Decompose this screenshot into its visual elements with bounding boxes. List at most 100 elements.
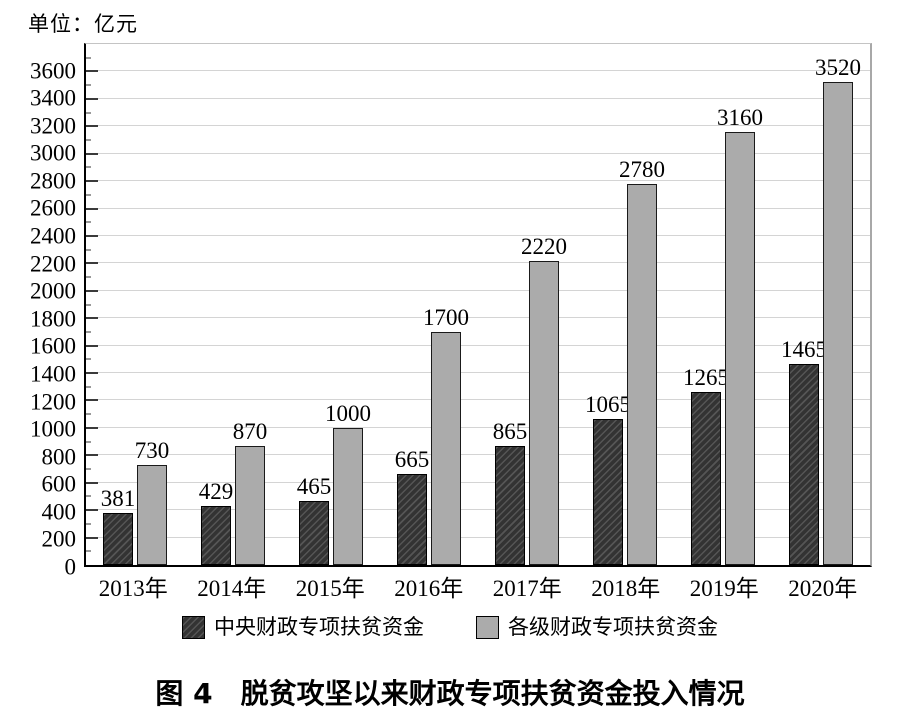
y-tick-minor [86,550,91,553]
bar-wrap: 665 [395,448,429,565]
gridline [86,426,870,428]
legend-swatch-gray-icon [476,616,499,639]
gridline [86,372,870,374]
legend-swatch-dark-hatched-icon [182,616,205,639]
unit-label: 单位：亿元 [28,12,138,36]
y-tick-major [86,97,98,100]
bar-value-label: 865 [492,419,528,445]
bar-group: 1065 2780 [576,44,674,565]
y-tick-minor [86,221,91,224]
y-tick-major [86,509,98,512]
bar-value-label: 1065 [585,391,631,417]
gridline [86,207,870,209]
x-tick-label: 2018年 [591,576,661,601]
gridline [86,70,870,72]
bar-all-levels-funds [137,464,167,565]
y-tick-label: 2800 [30,168,76,194]
x-tick-label: 2017年 [492,576,562,601]
y-tick-minor [86,468,91,471]
y-tick-major [86,152,98,155]
y-tick-label: 2600 [30,195,76,221]
bar-wrap: 1465 [781,338,827,565]
y-tick-major [86,234,98,237]
y-tick-major [86,70,98,73]
gridline [86,125,870,127]
bar-wrap: 730 [135,439,169,565]
bar-all-levels-funds [823,82,853,565]
bar-all-levels-funds [529,260,559,565]
y-tick-label: 2000 [30,278,76,304]
y-tick-minor [86,385,91,388]
bar-central-funds [691,391,721,565]
y-tick-minor [86,84,91,87]
y-tick-label: 200 [41,526,77,552]
y-tick-minor [86,138,91,141]
bar-all-levels-funds [627,183,657,565]
y-tick-major [86,180,98,183]
y-tick-major [86,481,98,484]
x-tick-label: 2016年 [394,576,464,601]
y-tick-minor [86,111,91,114]
bar-value-label: 3160 [717,104,763,130]
bar-wrap: 1000 [325,402,371,565]
bar-value-label: 3520 [815,55,861,81]
gridline [86,152,870,154]
bar-value-label: 870 [232,418,268,444]
legend: 中央财政专项扶贫资金 各级财政专项扶贫资金 [0,616,900,639]
gridline [86,399,870,401]
y-tick-label: 1000 [30,416,76,442]
bar-wrap: 1065 [585,393,631,565]
x-tick-label: 2015年 [295,576,365,601]
y-tick-minor [86,413,91,416]
y-tick-major [86,399,98,402]
x-tick-label: 2019年 [689,576,759,601]
bar-value-label: 665 [394,446,430,472]
y-tick-major [86,426,98,429]
y-tick-major [86,536,98,539]
bar-value-label: 1465 [781,337,827,363]
y-tick-label: 3000 [30,140,76,166]
gridline [86,180,870,182]
bar-value-label: 2780 [619,156,665,182]
y-tick-label: 1800 [30,306,76,332]
y-tick-label: 2400 [30,223,76,249]
y-tick-minor [86,193,91,196]
y-tick-minor [86,303,91,306]
bar-central-funds [495,446,525,565]
y-tick-minor [86,495,91,498]
bar-wrap: 870 [233,420,267,565]
y-tick-major [86,454,98,457]
bar-wrap: 865 [493,420,527,565]
bar-all-levels-funds [333,427,363,565]
y-tick-label: 800 [41,444,77,470]
legend-item-all-levels: 各级财政专项扶贫资金 [476,616,718,639]
x-axis-labels: 2013年 2014年 2015年 2016年 2017年 2018年 2019年 2020年 [84,574,872,604]
y-tick-minor [86,248,91,251]
bar-wrap: 1700 [423,306,469,565]
y-tick-label: 1600 [30,333,76,359]
bar-value-label: 1265 [683,364,729,390]
y-tick-label: 3200 [30,113,76,139]
bar-value-label: 429 [198,479,234,505]
bar-all-levels-funds [431,331,461,565]
y-tick-label: 400 [41,499,77,525]
bar-value-label: 2220 [521,233,567,259]
bar-group: 865 2220 [478,44,576,565]
gridline [86,344,870,346]
bar-wrap: 2780 [619,158,665,565]
x-tick-label: 2020年 [788,576,858,601]
bar-central-funds [201,506,231,565]
bar-wrap: 465 [297,475,331,565]
bar-group: 665 1700 [380,44,478,565]
bar-central-funds [103,512,133,565]
y-tick-label: 3400 [30,85,76,111]
bar-wrap: 381 [101,487,135,565]
bar-all-levels-funds [725,131,755,565]
y-tick-label: 600 [41,471,77,497]
bar-wrap: 3160 [717,106,763,565]
y-tick-label: 0 [64,554,77,580]
bar-wrap: 429 [199,480,233,565]
legend-label: 中央财政专项扶贫资金 [214,615,424,639]
x-tick-label: 2014年 [197,576,267,601]
bar-wrap: 1265 [683,366,729,565]
